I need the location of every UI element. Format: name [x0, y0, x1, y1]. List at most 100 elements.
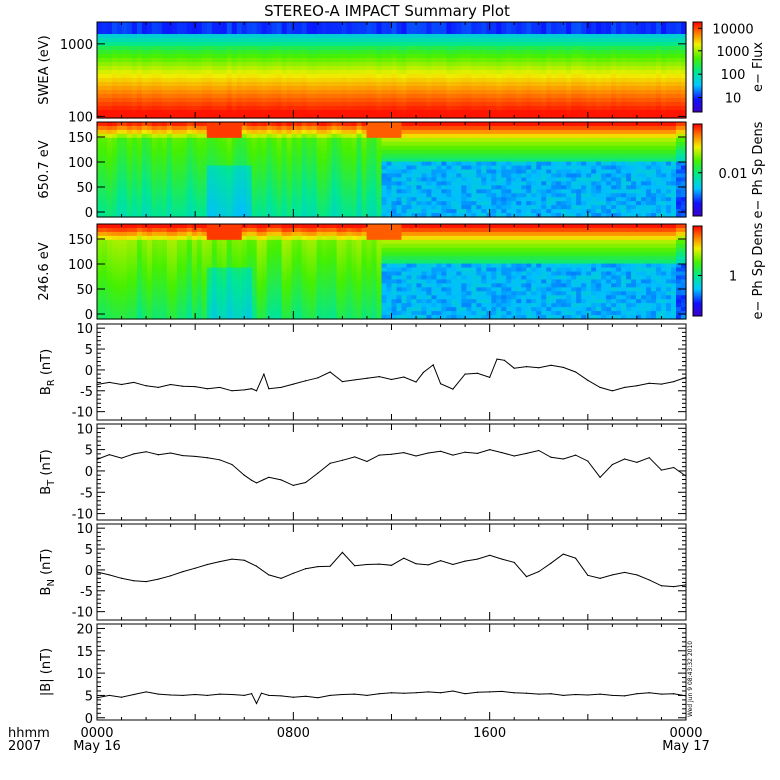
- heatmap-cell: [476, 106, 482, 111]
- heatmap-cell: [101, 133, 108, 139]
- heatmap-cell: [476, 197, 482, 202]
- heatmap-cell: [106, 161, 113, 167]
- heatmap-cell: [386, 106, 393, 111]
- heatmap-cell: [561, 22, 567, 27]
- heatmap-cell: [586, 70, 592, 75]
- heatmap-cell: [386, 50, 393, 55]
- heatmap-cell: [321, 66, 328, 71]
- heatmap-cell: [146, 189, 153, 194]
- heatmap-cell: [331, 70, 338, 75]
- heatmap-cell: [296, 165, 303, 171]
- heatmap-cell: [586, 62, 592, 67]
- heatmap-cell: [97, 86, 103, 91]
- heatmap-cell: [491, 26, 497, 31]
- heatmap-cell: [521, 34, 527, 39]
- heatmap-cell: [501, 106, 507, 111]
- heatmap-cell: [141, 42, 148, 47]
- heatmap-cell: [231, 129, 238, 135]
- heatmap-cell: [366, 125, 373, 131]
- heatmap-cell: [561, 58, 567, 63]
- heatmap-cell: [376, 94, 383, 99]
- heatmap-cell: [676, 94, 682, 99]
- heatmap-cell: [211, 205, 218, 210]
- heatmap-cell: [246, 34, 253, 39]
- heatmap-cell: [276, 62, 283, 67]
- heatmap-cell: [166, 189, 173, 194]
- heatmap-cell: [676, 26, 682, 31]
- heatmap-cell: [521, 133, 527, 139]
- heatmap-cell: [151, 181, 158, 186]
- heatmap-cell: [616, 90, 622, 95]
- heatmap-cell: [571, 94, 577, 99]
- heatmap-cell: [171, 34, 178, 39]
- heatmap-cell: [516, 58, 522, 63]
- heatmap-cell: [526, 149, 532, 155]
- heatmap-cell: [331, 137, 338, 143]
- heatmap-cell: [141, 38, 148, 43]
- heatmap-cell: [431, 110, 438, 115]
- heatmap-cell: [461, 86, 467, 91]
- heatmap-cell: [426, 197, 433, 202]
- heatmap-cell: [501, 38, 507, 43]
- heatmap-cell: [506, 189, 512, 194]
- heatmap-cell: [471, 189, 477, 194]
- heatmap-cell: [366, 169, 373, 175]
- heatmap-cell: [441, 86, 448, 91]
- heatmap-cell: [201, 197, 208, 202]
- heatmap-cell: [621, 66, 627, 71]
- heatmap-cell: [461, 177, 467, 182]
- heatmap-cell: [616, 82, 622, 87]
- heatmap-cell: [306, 62, 313, 67]
- heatmap-cell: [281, 54, 288, 59]
- heatmap-cell: [126, 169, 133, 175]
- heatmap-cell: [201, 62, 208, 67]
- heatmap-cell: [591, 22, 597, 27]
- heatmap-cell: [271, 26, 278, 31]
- heatmap-cell: [251, 94, 258, 99]
- heatmap-cell: [176, 22, 183, 27]
- heatmap-cell: [661, 90, 667, 95]
- heatmap-cell: [536, 98, 542, 103]
- heatmap-cell: [136, 141, 143, 147]
- heatmap-cell: [621, 58, 627, 63]
- heatmap-cell: [341, 169, 348, 175]
- heatmap-cell: [421, 86, 428, 91]
- heatmap-cell: [196, 38, 203, 43]
- heatmap-cell: [596, 54, 602, 59]
- heatmap-cell: [186, 137, 193, 143]
- heatmap-cell: [681, 82, 687, 87]
- heatmap-cell: [166, 153, 173, 159]
- heatmap-cell: [466, 62, 472, 67]
- heatmap-cell: [186, 50, 193, 55]
- heatmap-cell: [366, 205, 373, 210]
- heatmap-cell: [311, 165, 318, 171]
- heatmap-cell: [226, 70, 233, 75]
- heatmap-cell: [566, 106, 572, 111]
- heatmap-cell: [616, 62, 622, 67]
- heatmap-cell: [401, 42, 408, 47]
- heatmap-cell: [486, 98, 492, 103]
- heatmap-cell: [416, 26, 423, 31]
- heatmap-cell: [106, 38, 113, 43]
- heatmap-cell: [326, 38, 333, 43]
- heatmap-cell: [186, 141, 193, 147]
- heatmap-cell: [126, 26, 133, 31]
- heatmap-cell: [636, 46, 642, 51]
- heatmap-cell: [556, 102, 562, 107]
- heatmap-cell: [461, 22, 467, 27]
- heatmap-cell: [581, 26, 587, 31]
- heatmap-cell: [416, 66, 423, 71]
- heatmap-cell: [456, 42, 462, 47]
- heatmap-cell: [321, 165, 328, 171]
- heatmap-cell: [176, 94, 183, 99]
- heatmap-cell: [516, 74, 522, 79]
- heatmap-cell: [486, 173, 492, 179]
- heatmap-cell: [136, 54, 143, 59]
- heatmap-cell: [676, 70, 682, 75]
- heatmap-cell: [446, 62, 452, 67]
- heatmap-cell: [386, 213, 393, 218]
- heatmap-cell: [106, 74, 113, 79]
- heatmap-cell: [251, 185, 258, 190]
- heatmap-cell: [316, 161, 323, 167]
- heatmap-cell: [666, 42, 672, 47]
